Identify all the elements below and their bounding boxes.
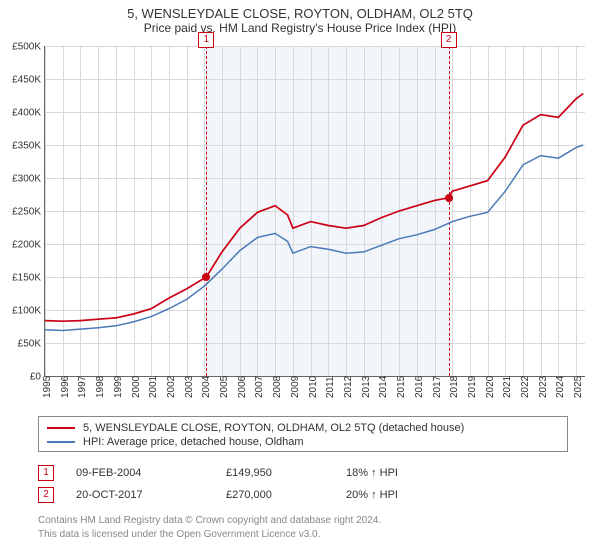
transaction-badge: 1 xyxy=(38,465,54,481)
x-axis-label: 2015 xyxy=(396,376,407,398)
y-axis-label: £150K xyxy=(12,273,41,284)
plot-area: £0£50K£100K£150K£200K£250K£300K£350K£400… xyxy=(44,46,585,377)
transaction-row: 1 09-FEB-2004£149,95018% ↑ HPI xyxy=(38,462,568,484)
y-axis-label: £0 xyxy=(30,372,41,383)
transaction-price: £149,950 xyxy=(226,467,346,479)
chart-subtitle: Price paid vs. HM Land Registry's House … xyxy=(0,21,600,39)
x-axis-label: 2016 xyxy=(414,376,425,398)
marker-dot xyxy=(445,194,453,202)
x-axis-label: 2011 xyxy=(325,376,336,398)
transaction-badge: 2 xyxy=(38,487,54,503)
x-axis-label: 1995 xyxy=(42,376,53,398)
attribution-line: This data is licensed under the Open Gov… xyxy=(38,528,578,542)
x-axis-label: 2006 xyxy=(237,376,248,398)
x-axis-label: 1996 xyxy=(60,376,71,398)
attribution: Contains HM Land Registry data © Crown c… xyxy=(38,514,578,541)
x-axis-label: 2012 xyxy=(343,376,354,398)
x-axis-label: 2020 xyxy=(485,376,496,398)
legend-item: 5, WENSLEYDALE CLOSE, ROYTON, OLDHAM, OL… xyxy=(47,421,559,435)
chart-title: 5, WENSLEYDALE CLOSE, ROYTON, OLDHAM, OL… xyxy=(0,0,600,21)
x-axis-label: 2014 xyxy=(378,376,389,398)
x-axis-label: 2002 xyxy=(166,376,177,398)
transaction-vs-hpi: 18% ↑ HPI xyxy=(346,467,398,479)
x-axis-label: 2019 xyxy=(467,376,478,398)
transaction-date: 20-OCT-2017 xyxy=(76,489,226,501)
x-axis-label: 2007 xyxy=(254,376,265,398)
series-lines xyxy=(45,46,585,376)
x-axis-label: 2001 xyxy=(148,376,159,398)
x-axis-label: 2010 xyxy=(308,376,319,398)
y-axis-label: £450K xyxy=(12,75,41,86)
x-axis-label: 1999 xyxy=(113,376,124,398)
y-axis-label: £250K xyxy=(12,207,41,218)
y-axis-label: £350K xyxy=(12,141,41,152)
x-axis-label: 2017 xyxy=(432,376,443,398)
transaction-row: 2 20-OCT-2017£270,00020% ↑ HPI xyxy=(38,484,568,506)
x-axis-label: 2003 xyxy=(184,376,195,398)
x-axis-label: 2021 xyxy=(502,376,513,398)
x-axis-label: 2013 xyxy=(361,376,372,398)
series-hpi xyxy=(45,145,583,331)
x-axis-label: 2004 xyxy=(201,376,212,398)
legend-item: HPI: Average price, detached house, Oldh… xyxy=(47,435,559,449)
x-axis-label: 1998 xyxy=(95,376,106,398)
series-price_paid xyxy=(45,94,583,322)
x-axis-label: 2023 xyxy=(538,376,549,398)
transaction-price: £270,000 xyxy=(226,489,346,501)
transaction-date: 09-FEB-2004 xyxy=(76,467,226,479)
transaction-vs-hpi: 20% ↑ HPI xyxy=(346,489,398,501)
y-axis-label: £200K xyxy=(12,240,41,251)
x-axis-label: 2025 xyxy=(573,376,584,398)
legend-swatch xyxy=(47,441,75,443)
x-axis-label: 1997 xyxy=(77,376,88,398)
legend-swatch xyxy=(47,427,75,429)
legend-label: HPI: Average price, detached house, Oldh… xyxy=(83,436,304,448)
x-axis-label: 2009 xyxy=(290,376,301,398)
y-axis-label: £500K xyxy=(12,42,41,53)
x-axis-label: 2024 xyxy=(555,376,566,398)
y-axis-label: £100K xyxy=(12,306,41,317)
attribution-line: Contains HM Land Registry data © Crown c… xyxy=(38,514,578,528)
x-axis-label: 2008 xyxy=(272,376,283,398)
y-axis-label: £50K xyxy=(18,339,41,350)
y-axis-label: £300K xyxy=(12,174,41,185)
marker-dot xyxy=(202,273,210,281)
x-axis-label: 2018 xyxy=(449,376,460,398)
y-axis-label: £400K xyxy=(12,108,41,119)
x-axis-label: 2005 xyxy=(219,376,230,398)
legend: 5, WENSLEYDALE CLOSE, ROYTON, OLDHAM, OL… xyxy=(38,416,568,452)
transactions-table: 1 09-FEB-2004£149,95018% ↑ HPI 2 20-OCT-201… xyxy=(38,462,568,506)
legend-label: 5, WENSLEYDALE CLOSE, ROYTON, OLDHAM, OL… xyxy=(83,422,464,434)
x-axis-label: 2000 xyxy=(131,376,142,398)
x-axis-label: 2022 xyxy=(520,376,531,398)
